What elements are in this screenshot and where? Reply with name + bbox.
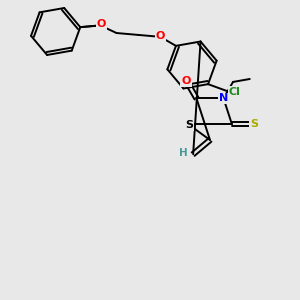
Text: H: H (179, 148, 188, 158)
Text: O: O (156, 31, 165, 41)
Text: S: S (185, 120, 193, 130)
Text: O: O (97, 20, 106, 29)
Text: O: O (181, 76, 191, 86)
Text: N: N (219, 93, 228, 103)
Text: S: S (250, 119, 258, 129)
Text: Cl: Cl (229, 87, 241, 98)
